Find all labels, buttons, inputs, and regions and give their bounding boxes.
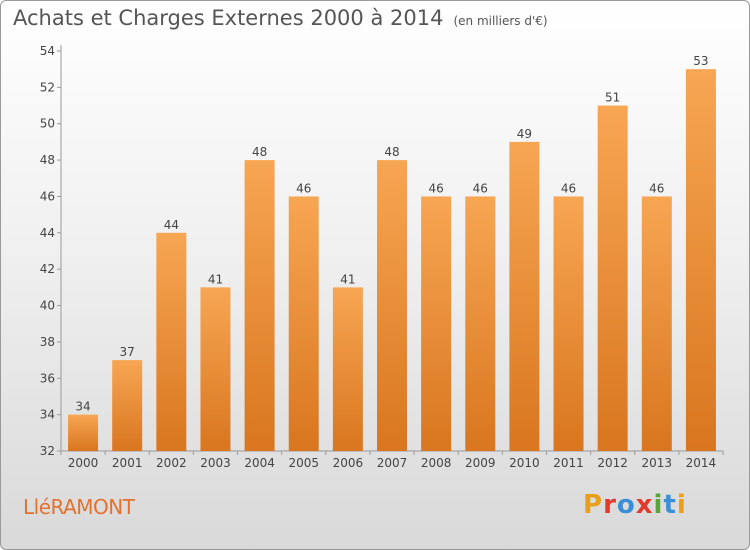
x-tick-label: 2012 (597, 456, 628, 470)
bar (288, 196, 319, 451)
bar-value-label: 46 (649, 181, 664, 195)
x-tick-label: 2001 (112, 456, 143, 470)
x-tick-label: 2014 (686, 456, 717, 470)
x-tick-label: 2011 (553, 456, 584, 470)
bar-value-label: 53 (693, 54, 708, 68)
y-tick-label: 44 (40, 226, 55, 240)
bar-value-label: 41 (340, 272, 355, 286)
y-tick-label: 40 (40, 299, 55, 313)
chart-subtitle: (en milliers d'€) (453, 14, 548, 28)
x-tick-label: 2009 (465, 456, 496, 470)
x-tick-label: 2000 (68, 456, 99, 470)
y-tick-label: 48 (40, 153, 55, 167)
bar (112, 360, 143, 451)
bar-value-label: 51 (605, 91, 620, 105)
chart-value-labels: 34 37 44 41 48 46 41 48 46 46 49 46 51 46 53 (75, 54, 708, 413)
y-tick-label: 54 (40, 44, 55, 58)
bar-value-label: 44 (164, 218, 179, 232)
x-tick-label: 2006 (333, 456, 364, 470)
bar (156, 232, 187, 451)
brand-letter: P (583, 490, 604, 520)
brand-letter: o (616, 490, 636, 520)
bar-value-label: 48 (384, 145, 399, 159)
bar-value-label: 49 (517, 127, 532, 141)
x-tick-label: 2004 (244, 456, 275, 470)
bar-value-label: 46 (296, 181, 311, 195)
y-tick-label: 52 (40, 80, 55, 94)
bar (641, 196, 672, 451)
brand-letter: t (663, 490, 677, 520)
bar-value-label: 41 (208, 272, 223, 286)
y-tick-label: 32 (40, 444, 55, 458)
x-tick-label: 2007 (377, 456, 408, 470)
bar (553, 196, 584, 451)
brand-logo: Proxiti (583, 490, 687, 520)
bar (68, 414, 99, 451)
x-tick-label: 2003 (200, 456, 231, 470)
y-tick-label: 34 (40, 408, 55, 422)
x-tick-label: 2010 (509, 456, 540, 470)
y-tick-label: 36 (40, 371, 55, 385)
bar-value-label: 46 (428, 181, 443, 195)
y-tick-label: 42 (40, 262, 55, 276)
bar-value-label: 46 (473, 181, 488, 195)
bar-value-label: 37 (120, 345, 135, 359)
bar-value-label: 48 (252, 145, 267, 159)
x-tick-label: 2013 (642, 456, 673, 470)
bar (200, 287, 231, 451)
x-tick-label: 2008 (421, 456, 452, 470)
x-tick-label: 2005 (288, 456, 319, 470)
bar (685, 69, 716, 451)
y-tick-label: 38 (40, 335, 55, 349)
x-tick-label: 2002 (156, 456, 187, 470)
bar-value-label: 46 (561, 181, 576, 195)
bar (509, 141, 540, 451)
bar (465, 196, 496, 451)
bar (244, 160, 275, 451)
brand-letter: i (676, 490, 687, 520)
location-label: LléRAMONT (23, 495, 135, 519)
chart-title: Achats et Charges Externes 2000 à 2014 (e… (13, 6, 548, 30)
brand-letter: r (603, 490, 617, 520)
chart-title-text: Achats et Charges Externes 2000 à 2014 (13, 6, 444, 30)
chart-bars (68, 69, 716, 451)
bar (597, 105, 628, 451)
bar (421, 196, 452, 451)
brand-letter: x (635, 490, 654, 520)
brand-letter: i (653, 490, 664, 520)
y-tick-label: 46 (40, 189, 55, 203)
bar-value-label: 34 (75, 400, 90, 414)
chart-axes: 32 34 36 38 40 42 44 46 48 50 52 54 2000 2001 2002 2003… (40, 44, 724, 470)
bar (332, 287, 363, 451)
bar (377, 160, 407, 451)
y-tick-label: 50 (40, 117, 55, 131)
